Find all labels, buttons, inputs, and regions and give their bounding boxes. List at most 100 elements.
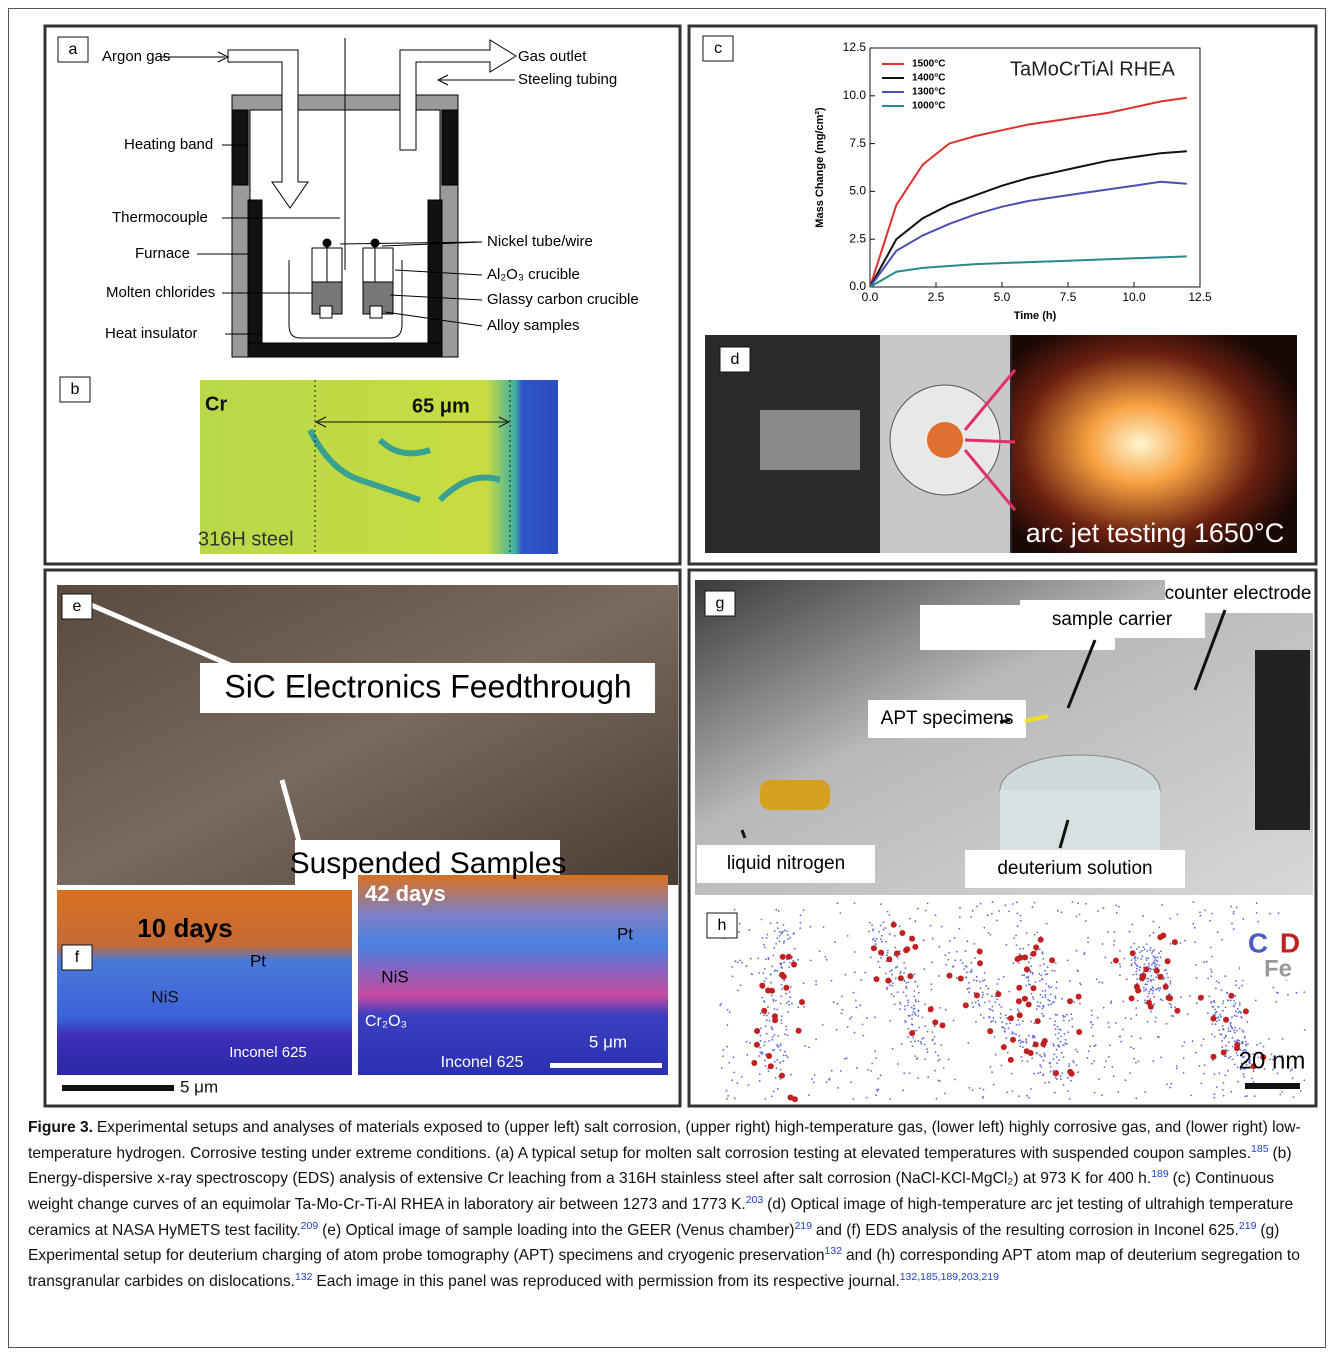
atom (1300, 1090, 1302, 1092)
citation[interactable]: 132 (295, 1271, 313, 1283)
atom (983, 1089, 985, 1091)
atom (1254, 1095, 1256, 1097)
atom (841, 1013, 843, 1015)
atom (917, 1077, 919, 1079)
label: Inconel 625 (441, 1054, 524, 1071)
atom (856, 1007, 858, 1009)
atom (1153, 1003, 1155, 1005)
atom (1218, 1016, 1220, 1018)
atom (1022, 974, 1024, 976)
citation[interactable]: 203 (746, 1194, 764, 1206)
atom (772, 955, 774, 957)
citation[interactable]: 209 (301, 1220, 319, 1232)
atom (1015, 935, 1017, 937)
atom (1046, 923, 1048, 925)
atom (754, 1042, 760, 1048)
atom (970, 962, 972, 964)
atom (1227, 999, 1229, 1001)
atom (1225, 975, 1227, 977)
atom (1055, 1034, 1057, 1036)
atom (1157, 988, 1159, 990)
atom (1171, 1006, 1173, 1008)
atom (911, 1023, 913, 1025)
atom (1275, 1001, 1277, 1003)
citation[interactable]: 185 (1251, 1143, 1269, 1155)
citation[interactable]: 219 (1239, 1220, 1257, 1232)
atom (1039, 1064, 1041, 1066)
atom (1153, 921, 1155, 923)
atom (1039, 980, 1041, 982)
citation[interactable]: 189 (1151, 1168, 1169, 1180)
atom (1165, 969, 1167, 971)
atom (1211, 1054, 1217, 1060)
atom (875, 1094, 877, 1096)
atom (974, 992, 980, 998)
citation[interactable]: 132 (825, 1245, 843, 1257)
citation[interactable]: 219 (794, 1220, 812, 1232)
atom (990, 934, 992, 936)
atom (1020, 915, 1022, 917)
atom (787, 1056, 789, 1058)
panel-letter: g (716, 595, 725, 612)
atom (945, 1009, 947, 1011)
atom (1143, 966, 1149, 972)
atom (1160, 1057, 1162, 1059)
atom (1070, 1080, 1072, 1082)
atom (948, 952, 950, 954)
atom (1158, 952, 1160, 954)
atom (780, 954, 786, 960)
atom (1053, 1070, 1059, 1076)
atom (1215, 1023, 1217, 1025)
atom (866, 1017, 868, 1019)
atom (1065, 1039, 1067, 1041)
atom (1204, 1064, 1206, 1066)
atom (1067, 1090, 1069, 1092)
atom (1216, 1086, 1218, 1088)
atom (971, 971, 973, 973)
atom (984, 972, 986, 974)
atom (1054, 970, 1056, 972)
atom (1031, 951, 1037, 957)
atom (1053, 1001, 1055, 1003)
atom (934, 1070, 936, 1072)
atom (1057, 910, 1059, 912)
atom (883, 929, 885, 931)
atom (934, 1025, 936, 1027)
atom (905, 982, 907, 984)
atom (1087, 942, 1089, 944)
atom (779, 1073, 785, 1079)
atom (897, 957, 899, 959)
atom (1040, 974, 1042, 976)
atom (1230, 1026, 1232, 1028)
atom (969, 1087, 971, 1089)
atom (898, 975, 904, 981)
atom (988, 988, 990, 990)
atom (847, 935, 849, 937)
atom (1026, 1042, 1028, 1044)
atom (765, 978, 767, 980)
atom (1203, 1073, 1205, 1075)
label: D (1280, 927, 1300, 958)
atom (1153, 955, 1155, 957)
atom (1218, 982, 1220, 984)
atom (787, 1011, 789, 1013)
label: Alloy samples (487, 317, 580, 334)
atom (1135, 1097, 1137, 1099)
atom (1056, 981, 1058, 983)
atom (912, 1036, 914, 1038)
atom (1268, 1038, 1270, 1040)
atom (899, 973, 901, 975)
atom (1113, 944, 1115, 946)
atom (792, 960, 794, 962)
atom (1110, 1002, 1112, 1004)
atom (1253, 1081, 1255, 1083)
atom (1245, 1044, 1247, 1046)
atom (1223, 1017, 1229, 1023)
caption-label: Figure 3. (28, 1119, 93, 1136)
atom (1194, 941, 1196, 943)
atom (1091, 1014, 1093, 1016)
atom (1119, 950, 1121, 952)
citation[interactable]: 132,185,189,203,219 (900, 1271, 999, 1283)
atom (1032, 972, 1034, 974)
atom (766, 937, 768, 939)
